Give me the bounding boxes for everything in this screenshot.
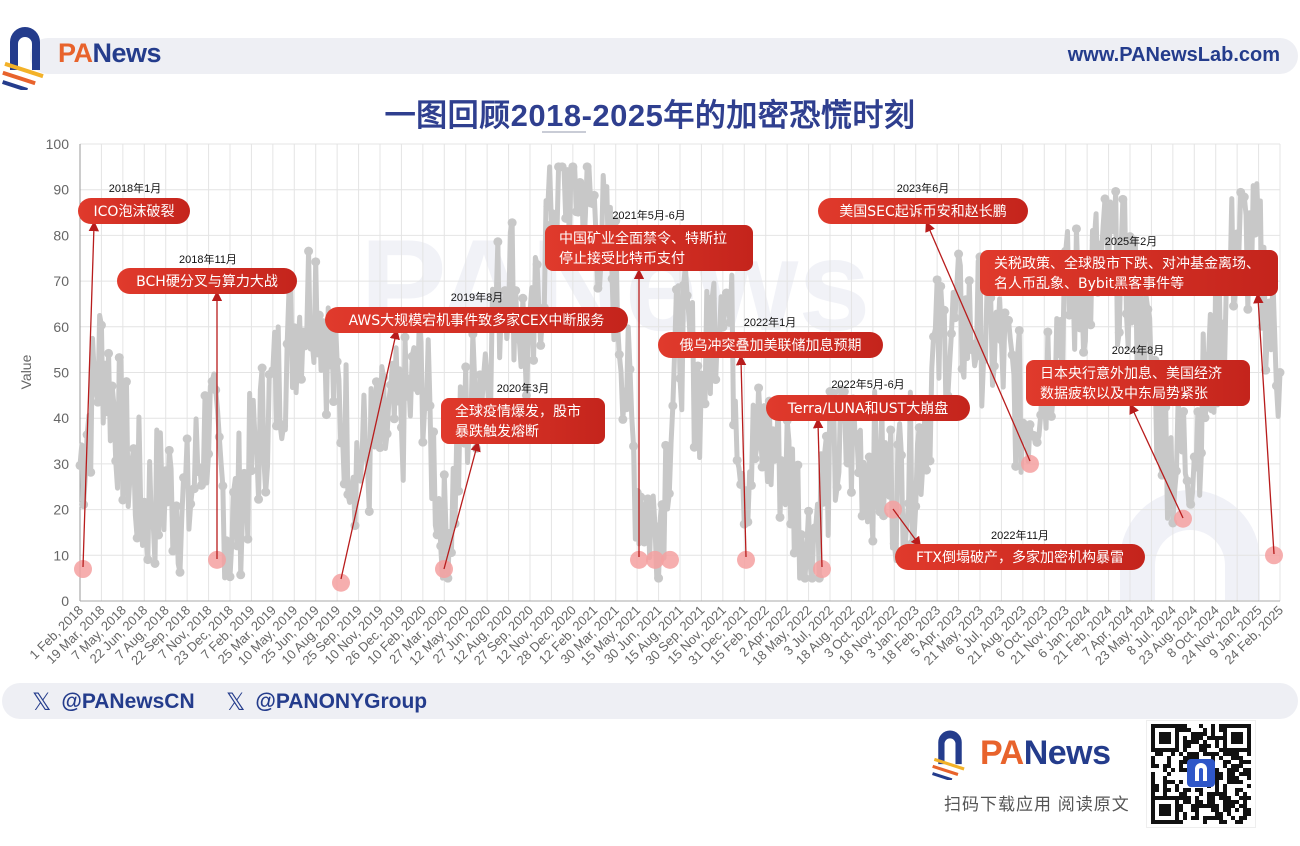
annotation-callout: 2019年8月 AWS大规模宕机事件致多家CEX中断服务 [325,290,628,580]
highlight-point [208,550,226,569]
brand-suffix: News [1023,734,1111,772]
highlight-point [661,550,679,569]
annotation-date: 2019年8月 [451,290,504,304]
y-tick-label: 10 [53,547,69,563]
annotation-box [325,307,628,333]
annotation-callout: 2018年11月 BCH硬分叉与算力大战 [117,252,297,559]
annotation-date: 2018年11月 [179,252,237,266]
social-bar [2,683,1298,719]
annotation-text: 名人币乱象、Bybit黑客事件等 [994,275,1184,292]
annotation-box [78,198,190,224]
annotation-text: 关税政策、全球股市下跌、对冲基金离场、 [994,255,1260,272]
annotation-text: Terra/LUNA和UST大崩盘 [787,400,948,417]
y-tick-label: 30 [53,456,69,472]
annotation-text: 日本央行意外加息、美国经济 [1040,365,1222,382]
annotation-callout: 2022年11月 FTX倒塌破产，多家加密机构暴雷 [892,508,1145,570]
annotation-date: 2023年6月 [897,181,950,195]
highlight-point [74,560,92,579]
highlight-point [737,550,755,569]
annotation-text: 俄乌冲突叠加美联储加息预期 [680,337,862,354]
footer-brand-name: PANews [980,734,1111,773]
header-bar [30,38,1298,74]
x-icon: 𝕏 [226,688,246,716]
annotation-text: BCH硬分叉与算力大战 [136,274,278,290]
highlight-point [646,550,664,569]
y-tick-label: 80 [53,227,69,243]
chart-highlight-points [74,454,1283,592]
social-handle: @PANewsCN [61,690,195,713]
annotation-date: 2018年1月 [109,181,162,195]
annotation-text: FTX倒塌破产，多家加密机构暴雷 [916,549,1124,566]
annotation-date: 2020年3月 [497,381,550,395]
annotation-text: 停止接受比特币支付 [559,250,685,267]
chart-annotations: 2018年1月 ICO泡沫破裂 2018年11月 BCH硬分叉与算力大战 2019年8月… [78,181,1278,580]
y-tick-label: 20 [53,502,69,518]
annotation-date: 2022年5月-6月 [831,377,904,391]
annotation-date: 2021年5月-6月 [612,208,685,222]
annotation-text: 数据疲软以及中东局势紧张 [1040,385,1208,402]
qr-code[interactable] [1146,720,1256,828]
annotation-callout: 2022年5月-6月 Terra/LUNA和UST大崩盘 [766,377,970,568]
highlight-point [630,550,648,569]
brand-name: PANews [58,38,162,69]
page-title: 一图回顾2018-2025年的加密恐慌时刻 [384,98,916,133]
annotation-text: 全球疫情爆发，股市 [455,403,581,420]
title-underline [542,131,586,133]
highlight-point [435,560,453,579]
x-icon: 𝕏 [32,688,52,716]
annotation-date: 2025年2月 [1105,234,1158,248]
site-url[interactable]: www.PANewsLab.com [1067,44,1280,66]
highlight-point [332,573,350,592]
annotation-date: 2022年1月 [744,315,797,329]
y-tick-label: 40 [53,410,69,426]
social-link-panonygroup[interactable]: 𝕏 @PANONYGroup [226,688,427,716]
highlight-point [813,560,831,579]
y-tick-label: 0 [61,593,69,609]
annotation-text: 中国矿业全面禁令、特斯拉 [559,230,727,247]
panews-logo-icon [932,730,965,780]
y-tick-label: 70 [53,273,69,289]
highlight-point [1265,546,1283,565]
panews-logo-icon [2,27,44,90]
annotation-box [818,198,1028,224]
qr-code-icon [1151,724,1251,824]
annotation-text: AWS大规模宕机事件致多家CEX中断服务 [349,312,605,329]
highlight-point [1174,509,1192,528]
social-link-panewscn[interactable]: 𝕏 @PANewsCN [32,688,195,716]
social-handle: @PANONYGroup [255,690,428,713]
annotation-box [441,398,605,444]
annotation-box [117,268,297,294]
annotation-callout: 2025年2月关税政策、全球股市下跌、对冲基金离场、名人币乱象、Bybit黑客事… [980,234,1278,555]
chart-series [75,162,1285,583]
annotation-box [895,544,1145,570]
download-cta: 扫码下载应用 阅读原文 [944,795,1130,814]
annotation-callout: 2018年1月 ICO泡沫破裂 [78,181,190,568]
y-tick-label: 100 [46,136,70,152]
annotation-box [766,395,970,421]
annotation-text: ICO泡沫破裂 [94,204,175,220]
highlight-point [1021,454,1039,473]
y-axis-title: Value [18,354,34,389]
annotation-box [1026,360,1250,406]
annotation-date: 2024年8月 [1112,343,1165,357]
annotation-date: 2022年11月 [991,528,1049,542]
y-tick-label: 50 [53,365,69,381]
annotation-text: 暴跌触发熔断 [455,424,539,440]
brand-prefix: PA [980,734,1024,772]
annotation-box [658,332,883,358]
brand-suffix: News [92,38,162,68]
y-tick-label: 90 [53,182,69,198]
annotation-box [545,225,753,271]
annotation-box [980,250,1278,296]
annotation-text: 美国SEC起诉币安和赵长鹏 [839,204,1007,220]
brand-prefix: PA [58,38,93,68]
y-tick-label: 60 [53,319,69,335]
